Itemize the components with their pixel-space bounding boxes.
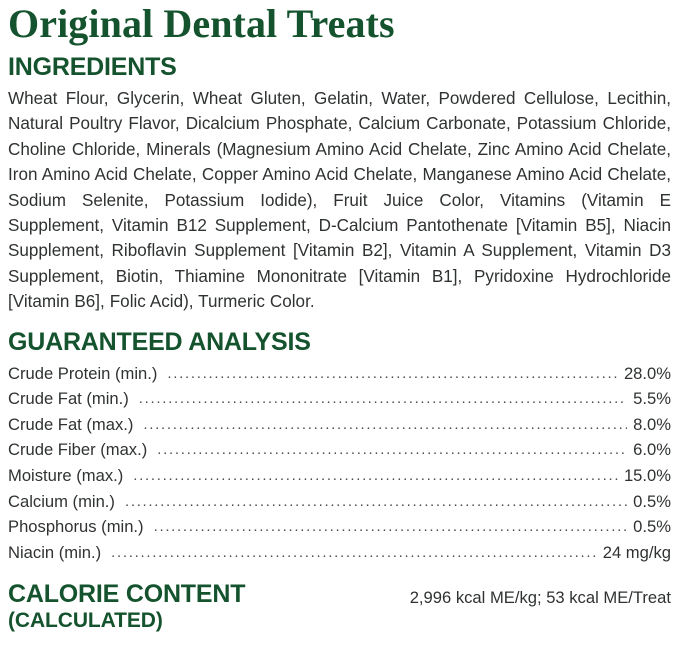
analysis-value: 15.0%: [623, 466, 671, 486]
analysis-row: Crude Fiber (max.) 6.0%: [8, 438, 671, 464]
analysis-label: Moisture (max.): [8, 466, 124, 486]
analysis-value: 6.0%: [633, 440, 671, 460]
analysis-row: Moisture (max.) 15.0%: [8, 464, 671, 490]
calorie-content-subheading: (CALCULATED): [8, 609, 163, 633]
dot-leader: [167, 362, 618, 387]
dot-leader: [139, 387, 627, 412]
analysis-label: Crude Protein (min.): [8, 363, 158, 383]
product-title: Original Dental Treats: [8, 1, 395, 46]
analysis-value: 28.0%: [623, 363, 671, 383]
guaranteed-analysis-table: Crude Protein (min.) 28.0% Crude Fat (mi…: [8, 362, 671, 567]
analysis-label: Crude Fiber (max.): [8, 440, 148, 460]
analysis-row: Phosphorus (min.) 0.5%: [8, 515, 671, 541]
dot-leader: [125, 490, 627, 515]
calorie-content-value: 2,996 kcal ME/kg; 53 kcal ME/Treat: [409, 588, 671, 608]
analysis-row: Calcium (min.) 0.5%: [8, 490, 671, 516]
analysis-label: Crude Fat (min.): [8, 389, 129, 409]
analysis-label: Phosphorus (min.): [8, 517, 144, 537]
analysis-label: Crude Fat (max.): [8, 414, 134, 434]
analysis-value: 5.5%: [633, 389, 671, 409]
dot-leader: [111, 541, 597, 566]
ingredients-heading: INGREDIENTS: [8, 53, 177, 81]
dot-leader: [133, 464, 618, 489]
dot-leader: [143, 413, 627, 438]
analysis-label: Niacin (min.): [8, 542, 102, 562]
analysis-row: Crude Protein (min.) 28.0%: [8, 362, 671, 388]
analysis-value: 0.5%: [633, 517, 671, 537]
dot-leader: [154, 515, 628, 540]
analysis-row: Niacin (min.) 24 mg/kg: [8, 541, 671, 567]
analysis-label: Calcium (min.): [8, 491, 115, 511]
analysis-row: Crude Fat (max.) 8.0%: [8, 413, 671, 439]
calorie-content-block: CALORIE CONTENT (CALCULATED) 2,996 kcal …: [8, 580, 671, 633]
analysis-value: 0.5%: [633, 491, 671, 511]
guaranteed-analysis-heading: GUARANTEED ANALYSIS: [8, 327, 311, 356]
analysis-value: 8.0%: [633, 414, 671, 434]
calorie-content-heading: CALORIE CONTENT: [8, 580, 246, 609]
analysis-row: Crude Fat (min.) 5.5%: [8, 387, 671, 413]
analysis-value: 24 mg/kg: [602, 542, 671, 562]
calorie-heading-group: CALORIE CONTENT (CALCULATED): [8, 580, 360, 633]
dot-leader: [157, 438, 627, 463]
ingredients-text: Wheat Flour, Glycerin, Wheat Gluten, Gel…: [8, 89, 671, 312]
